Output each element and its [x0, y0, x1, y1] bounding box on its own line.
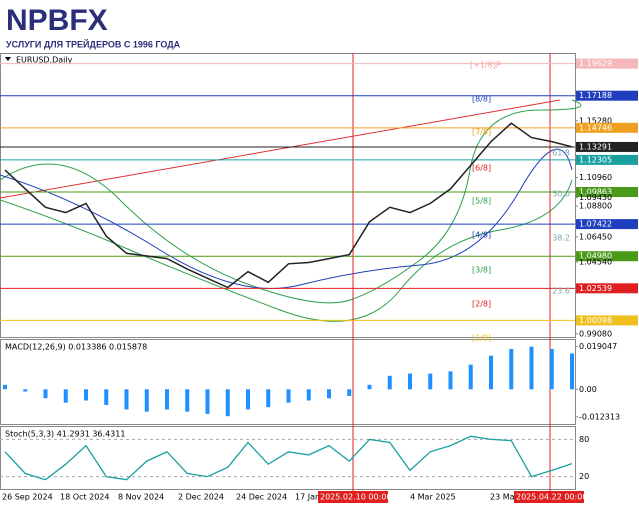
- macd-label: MACD(12,26,9) 0.013386 0.015878: [5, 343, 147, 352]
- x-tick-label: 8 Nov 2024: [118, 493, 164, 502]
- fib-label: 61.8: [552, 149, 570, 158]
- macd-tick-label: 0.00: [579, 385, 597, 394]
- murrey-label: [3/8]: [472, 266, 491, 275]
- price-label: 1.14746: [579, 123, 612, 132]
- x-tick-label: 18 Oct 2024: [60, 493, 109, 502]
- price-label-box: [576, 141, 638, 152]
- murrey-label: [8/8]: [472, 95, 491, 104]
- macd-bar: [43, 389, 48, 399]
- macd-bar: [408, 373, 412, 390]
- price-label: 1.15280: [579, 116, 612, 125]
- murrey-label: [+1/8]P: [470, 61, 501, 70]
- macd-bar: [205, 389, 210, 414]
- macd-bar: [286, 389, 291, 403]
- price-label-box: [576, 90, 638, 101]
- macd-bar: [144, 389, 149, 412]
- macd-bar: [489, 355, 493, 390]
- x-tick-label: 4 Mar 2025: [410, 493, 456, 502]
- fib-label: 38.2: [552, 234, 570, 243]
- price-label-box: [576, 315, 638, 326]
- macd-bar: [306, 389, 311, 401]
- price-label: 1.07422: [579, 220, 612, 229]
- price-label: 1.02539: [579, 284, 612, 293]
- marker-label: 2025.02.10 00:00: [320, 493, 391, 502]
- x-tick-label: 2 Dec 2024: [178, 493, 224, 502]
- macd-bar: [448, 371, 453, 390]
- price-label-box: [576, 58, 638, 69]
- macd-bar: [570, 353, 574, 390]
- marker-box: [318, 491, 388, 503]
- price-label-box: [576, 122, 638, 133]
- price-label: 1.13291: [579, 142, 612, 151]
- macd-bar: [468, 364, 473, 390]
- price-line: [4, 122, 573, 289]
- macd-bar: [246, 389, 250, 410]
- macd-bar: [428, 373, 433, 390]
- macd-bar: [347, 389, 352, 396]
- macd-bar: [23, 389, 28, 392]
- macd-bar: [549, 348, 554, 390]
- price-label: 1.06450: [579, 232, 612, 241]
- macd-bar: [266, 389, 271, 408]
- macd-bar: [63, 389, 68, 403]
- price-label: 1.08800: [579, 201, 612, 210]
- murrey-label: [5/8]: [472, 197, 491, 206]
- murrey-label: [4/8]: [472, 231, 491, 240]
- macd-tick-label: -0.012313: [579, 412, 620, 421]
- price-label: 1.09863: [579, 188, 612, 197]
- stoch-line: [4, 435, 573, 481]
- moving-average: [0, 148, 573, 289]
- price-label: 1.12305: [579, 155, 612, 164]
- price-label-box: [576, 283, 638, 294]
- macd-bar: [104, 389, 109, 405]
- frames: [0, 53, 576, 490]
- price-label: 1.10960: [579, 173, 612, 182]
- macd-bar: [225, 389, 230, 417]
- stoch-tick-label: 20: [579, 472, 589, 481]
- fib-label: 23.6: [552, 287, 570, 296]
- bollinger-lower: [0, 179, 573, 322]
- price-label: 1.17188: [579, 91, 612, 100]
- price-label-box: [576, 187, 638, 198]
- macd-tick-label: 0.019047: [579, 342, 617, 351]
- macd-bar: [529, 346, 534, 390]
- trend-line: [0, 99, 561, 199]
- logo: NPBFX: [6, 4, 108, 37]
- price-label: 1.19629: [579, 59, 612, 68]
- macd-bar: [367, 384, 372, 390]
- menu-arrow: [5, 57, 11, 61]
- murrey-label: [1/8]: [472, 334, 491, 343]
- macd-bar: [84, 389, 88, 401]
- price-label: 0.99080: [579, 329, 612, 338]
- marker-label: 2025.04.22 00:00: [516, 493, 587, 502]
- bollinger-upper: [0, 99, 582, 304]
- symbol: EURUSD,Daily: [16, 56, 73, 65]
- fib-label: 50.0: [552, 190, 570, 199]
- marker-box: [514, 491, 584, 503]
- x-tick-label: 24 Dec 2024: [236, 493, 287, 502]
- price-label-box: [576, 251, 638, 262]
- stoch-label: Stoch(5,3,3) 41.2931 36.4311: [5, 430, 125, 439]
- price-label-box: [576, 219, 638, 230]
- murrey-label: [2/8]: [472, 300, 491, 309]
- macd-bar: [124, 389, 129, 410]
- price-label: 1.00098: [579, 316, 612, 325]
- macd-bar: [387, 375, 392, 390]
- tagline: УСЛУГИ ДЛЯ ТРЕЙДЕРОВ С 1996 ГОДА: [6, 38, 181, 49]
- macd-bar: [185, 389, 190, 412]
- macd-bar: [509, 348, 514, 390]
- macd-bar: [165, 389, 169, 410]
- price-label: 1.04540: [579, 258, 612, 267]
- price-label: 1.09430: [579, 193, 612, 202]
- murrey-label: [6/8]: [472, 164, 491, 173]
- price-label: 1.04980: [579, 252, 612, 261]
- price-label-box: [576, 154, 638, 165]
- x-tick-label: 26 Sep 2024: [2, 493, 53, 502]
- murrey-label: [7/8]: [472, 128, 491, 137]
- stoch-tick-label: 80: [579, 435, 589, 444]
- macd-bar: [327, 389, 331, 399]
- macd-bar: [3, 384, 7, 390]
